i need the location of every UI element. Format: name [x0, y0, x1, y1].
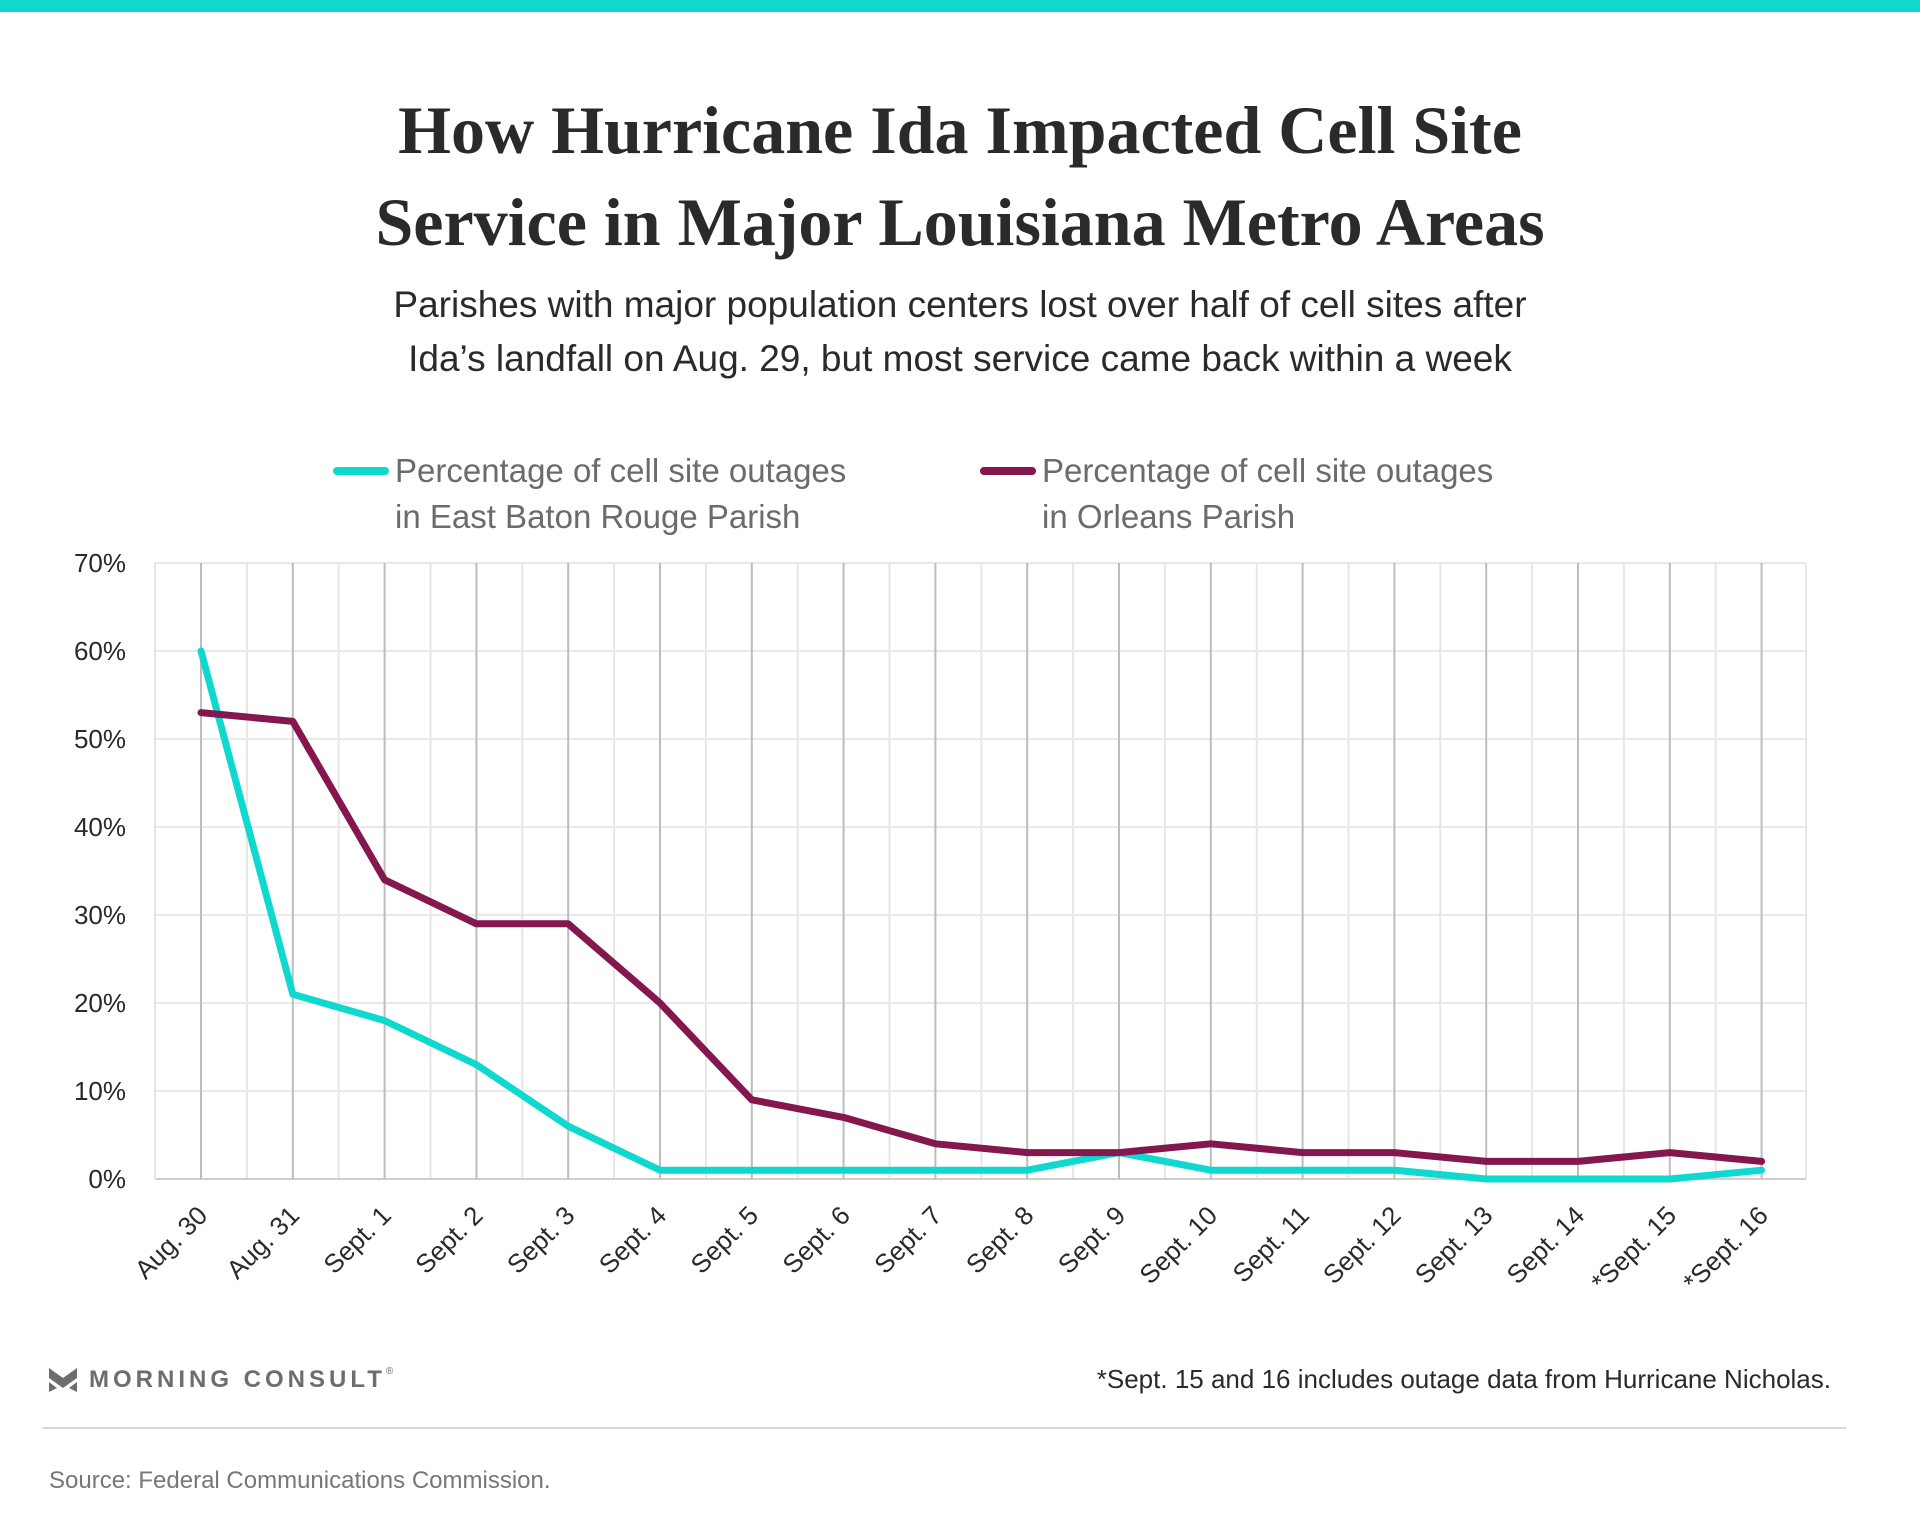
x-tick-label: Sept. 2: [409, 1200, 488, 1279]
morning-consult-logo: MORNING CONSULT ®: [49, 1366, 393, 1394]
y-tick-label: 70%: [74, 548, 126, 578]
legend-label-line: in East Baton Rouge Parish: [395, 498, 801, 535]
chart-title-line-2: Service in Major Louisiana Metro Areas: [375, 184, 1545, 260]
x-tick-label: Aug. 31: [220, 1200, 305, 1285]
series-line-east-baton-rouge: [197, 647, 1766, 1183]
chart-subtitle-line-1: Parishes with major population centers l…: [393, 284, 1527, 325]
legend-label-line: Percentage of cell site outages: [1042, 452, 1494, 489]
y-tick-label: 30%: [74, 900, 126, 930]
y-tick-label: 0%: [88, 1164, 126, 1194]
y-tick-label: 50%: [74, 724, 126, 754]
y-tick-label: 60%: [74, 636, 126, 666]
source-note: Source: Federal Communications Commissio…: [49, 1467, 551, 1494]
legend-label-line: in Orleans Parish: [1042, 498, 1296, 535]
x-tick-label: Sept. 6: [776, 1200, 855, 1279]
x-tick-label: Sept. 9: [1052, 1200, 1131, 1279]
y-tick-label: 40%: [74, 812, 126, 842]
legend-item-orleans: Percentage of cell site outages in Orlea…: [980, 448, 1493, 540]
line-chart: 0%10%20%30%40%50%60%70%Aug. 30 Aug. 31 Sep…: [74, 548, 1807, 1297]
top-accent-bar: [0, 0, 1920, 12]
legend-label-line: Percentage of cell site outages: [395, 452, 847, 489]
x-tick-label: Sept. 13: [1409, 1200, 1499, 1290]
y-tick-label: 20%: [74, 988, 126, 1018]
morning-consult-chevron-icon: [49, 1368, 77, 1392]
logo-wordmark: MORNING CONSULT: [89, 1366, 386, 1393]
x-tick-label: Sept. 7: [868, 1200, 947, 1279]
x-tick-label: Sept. 12: [1317, 1200, 1407, 1290]
x-tick-label: *Sept. 16: [1677, 1200, 1774, 1297]
footer-divider: [43, 1427, 1846, 1429]
x-tick-label: Aug. 30: [129, 1200, 214, 1285]
legend-item-east-baton-rouge: Percentage of cell site outages in East …: [333, 448, 846, 540]
x-tick-label: *Sept. 15: [1585, 1200, 1682, 1297]
footnote: *Sept. 15 and 16 includes outage data fr…: [1096, 1364, 1831, 1394]
legend-swatch-orleans: [980, 467, 1036, 475]
series-line-orleans: [197, 709, 1766, 1165]
x-tick-label: Sept. 5: [685, 1200, 764, 1279]
x-tick-label: Sept. 1: [317, 1200, 396, 1279]
x-tick-label: Sept. 8: [960, 1200, 1039, 1279]
x-tick-label: Sept. 4: [593, 1200, 672, 1279]
x-tick-label: Sept. 3: [501, 1200, 580, 1279]
chart-subtitle-line-2: Ida’s landfall on Aug. 29, but most serv…: [408, 338, 1512, 379]
legend-swatch-east-baton-rouge: [333, 467, 389, 475]
logo-registered-mark: ®: [385, 1366, 394, 1377]
chart-title-line-1: How Hurricane Ida Impacted Cell Site: [398, 92, 1522, 168]
y-tick-label: 10%: [74, 1076, 126, 1106]
x-tick-label: Sept. 10: [1133, 1200, 1223, 1290]
x-tick-label: Sept. 14: [1501, 1200, 1591, 1290]
x-tick-label: Sept. 11: [1226, 1200, 1314, 1288]
